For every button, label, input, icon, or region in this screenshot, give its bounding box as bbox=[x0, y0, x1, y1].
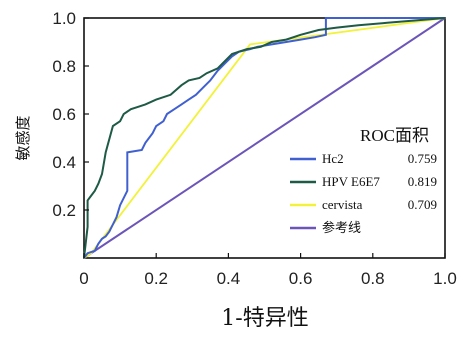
x-tick-label: 0.4 bbox=[217, 269, 241, 288]
y-axis-title: 敏感度 bbox=[14, 115, 32, 160]
legend: ROC面积 Hc2 0.759 HPV E6E7 0.819 cervista 0.709… bbox=[290, 126, 437, 235]
legend-auc-value: 0.709 bbox=[408, 197, 437, 212]
legend-series-name: Hc2 bbox=[322, 151, 344, 166]
legend-auc-value: 0.759 bbox=[408, 151, 437, 166]
x-tick-label: 0.6 bbox=[289, 269, 313, 288]
x-tick-label: 0 bbox=[79, 269, 88, 288]
plot-area-frame bbox=[83, 17, 446, 259]
series-line-0 bbox=[83, 17, 445, 259]
y-tick-label: 0.8 bbox=[52, 57, 76, 76]
y-tick-label: 1.0 bbox=[52, 9, 76, 28]
y-tick-label: 0.4 bbox=[52, 153, 76, 172]
x-tick-label: 0.8 bbox=[361, 269, 385, 288]
legend-title: ROC面积 bbox=[360, 126, 429, 145]
x-axis-ticks: 0 0.2 0.4 0.6 0.8 1.0 bbox=[79, 253, 457, 288]
x-axis-title: 1-特异性 bbox=[221, 306, 308, 331]
series-layer bbox=[83, 17, 446, 259]
series-line-2 bbox=[83, 17, 446, 259]
y-tick-label: 0.2 bbox=[52, 201, 76, 220]
x-tick-label: 0.2 bbox=[144, 269, 168, 288]
y-tick-label: 0.6 bbox=[52, 105, 76, 124]
legend-series-name: cervista bbox=[322, 197, 363, 212]
legend-series-name: HPV E6E7 bbox=[322, 174, 380, 189]
series-line-3 bbox=[83, 17, 446, 259]
y-axis-ticks: 0.2 0.4 0.6 0.8 1.0 bbox=[52, 9, 89, 220]
legend-series-name: 参考线 bbox=[322, 220, 361, 235]
series-line-1 bbox=[83, 17, 446, 259]
x-tick-label: 1.0 bbox=[433, 269, 457, 288]
legend-auc-value: 0.819 bbox=[408, 174, 437, 189]
